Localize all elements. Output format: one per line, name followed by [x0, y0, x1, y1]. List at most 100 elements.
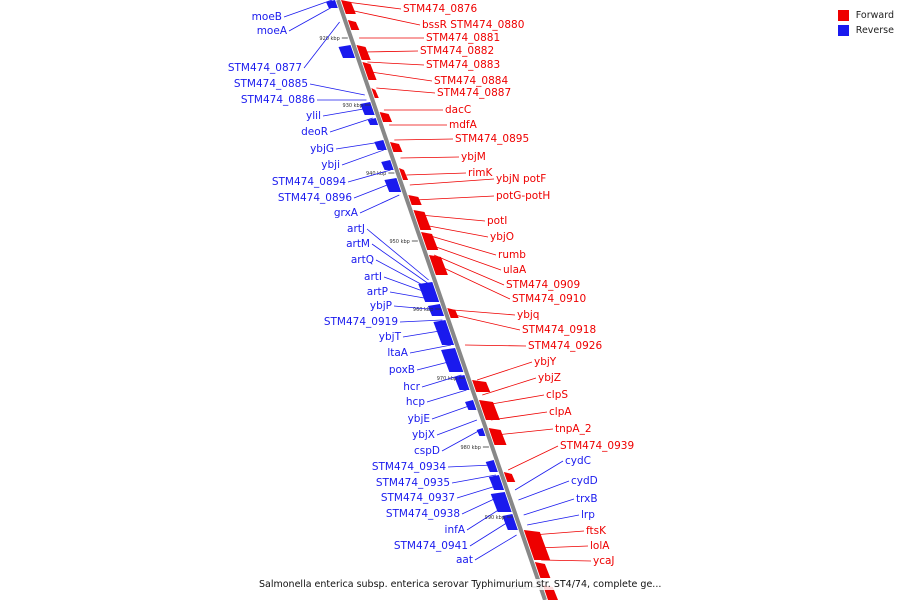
forward-gene-block [413, 210, 432, 230]
leader-line [399, 319, 443, 323]
gene-label-deor: deoR [301, 126, 328, 138]
leader-line [367, 61, 425, 66]
leader-line [447, 464, 493, 468]
leader-line [288, 5, 335, 32]
leader-line [436, 419, 478, 436]
leader-line [322, 107, 370, 117]
leader-line [452, 309, 516, 316]
leader-line [414, 195, 495, 201]
leader-line [309, 83, 365, 96]
forward-gene-block [421, 232, 439, 250]
leader-line [376, 87, 436, 94]
leader-line [426, 234, 497, 256]
gene-label-ybjp: ybjP [370, 300, 392, 312]
gene-label-artp: artP [367, 286, 388, 298]
leader-line [421, 374, 462, 388]
gene-features [326, 0, 558, 600]
leader-line [383, 276, 434, 296]
gene-label-dacc: dacC [445, 104, 471, 116]
gene-label-artm: artM [346, 238, 370, 250]
gene-label-stm474-0887: STM474_0887 [437, 87, 511, 99]
kbp-tick-label: 920 kbp [319, 36, 339, 42]
genome-backbone [336, 0, 547, 600]
gene-label-poxb: poxB [389, 364, 415, 376]
reverse-gene-block [433, 320, 455, 345]
gene-label-bssr-stm474-0880: bssR STM474_0880 [422, 19, 524, 31]
gene-label-ulaa: ulaA [503, 264, 527, 276]
gene-label-mdfa: mdfA [449, 119, 478, 131]
gene-label-potg-poth: potG-potH [496, 190, 550, 202]
leader-line [482, 377, 537, 396]
leader-line [363, 50, 419, 53]
leader-line [416, 359, 457, 371]
leader-line [400, 156, 460, 159]
leader-line [375, 259, 433, 291]
reverse-gene-block [488, 475, 505, 490]
forward-gene-block [356, 45, 371, 60]
gene-label-grxa: grxA [334, 207, 359, 219]
gene-label-clpa: clpA [549, 406, 572, 418]
reverse-gene-block [326, 0, 338, 8]
leader-line [507, 445, 559, 471]
gene-label-ybjy: ybjY [534, 356, 557, 368]
gene-label-ybjn-potf: ybjN potF [496, 173, 546, 185]
gene-label-stm474-0894: STM474_0894 [272, 176, 346, 188]
gene-label-stm474-0935: STM474_0935 [376, 477, 450, 489]
leader-line [402, 329, 446, 338]
gene-label-ybjt: ybjT [379, 331, 402, 343]
gene-label-stm474-0938: STM474_0938 [386, 508, 460, 520]
leader-line [456, 484, 500, 499]
leader-line [341, 149, 384, 166]
kbp-tick-label: 960 kbp [413, 307, 433, 313]
leader-line [496, 428, 554, 436]
kbp-tick-label: 980 kbp [461, 445, 481, 451]
reverse-gene-block [441, 348, 464, 372]
reverse-gene-block [338, 45, 356, 58]
legend-forward-label: Forward [855, 10, 894, 21]
gene-label-stm474-0883: STM474_0883 [426, 59, 500, 71]
gene-label-stm474-0919: STM474_0919 [324, 316, 398, 328]
gene-label-stm474-0895: STM474_0895 [455, 133, 529, 145]
gene-label-stm474-0937: STM474_0937 [381, 492, 455, 504]
gene-label-stm474-0882: STM474_0882 [420, 45, 494, 57]
forward-gene-block [523, 530, 551, 560]
gene-label-stm474-0896: STM474_0896 [278, 192, 352, 204]
gene-label-moeb: moeB [252, 11, 282, 23]
gene-label-ybjx: ybjX [412, 429, 435, 441]
legend-reverse-label: Reverse [855, 25, 894, 36]
leader-line [465, 344, 527, 347]
leader-line [474, 534, 517, 561]
legend-reverse: Reverse [837, 23, 894, 38]
leader-line [469, 519, 512, 547]
leader-line [409, 178, 495, 186]
gene-label-ybjz: ybjZ [538, 372, 561, 384]
leader-line [409, 344, 452, 354]
gene-label-stm474-0885: STM474_0885 [234, 78, 308, 90]
gene-label-ybjm: ybjM [461, 151, 486, 163]
forward-gene-block [362, 62, 377, 80]
leader-line [466, 504, 507, 531]
gene-label-stm474-0886: STM474_0886 [241, 94, 315, 106]
leader-line [393, 305, 439, 311]
reverse-gene-block [502, 514, 518, 530]
gene-label-cspd: cspD [414, 445, 440, 457]
leader-line [523, 498, 575, 516]
leader-line [490, 411, 548, 421]
gene-label-hcr: hcr [403, 381, 420, 393]
label-leader-lines [283, 0, 592, 562]
gene-label-lola: lolA [590, 540, 610, 552]
leader-line [359, 194, 400, 214]
leader-line [441, 429, 481, 452]
gene-label-rimk: rimK [468, 167, 493, 179]
gene-label-ybjo: ybjO [490, 231, 514, 243]
gene-label-poti: potI [487, 215, 507, 227]
leader-line [461, 494, 503, 515]
gene-label-stm474-0918: STM474_0918 [522, 324, 596, 336]
reverse-gene-block [367, 118, 379, 125]
forward-gene-block [479, 400, 500, 420]
leader-line [514, 460, 564, 491]
leader-line [347, 169, 391, 183]
gene-label-ltaa: ltaA [387, 347, 408, 359]
reverse-gene-block [490, 492, 512, 512]
reverse-gene-block [476, 428, 486, 436]
